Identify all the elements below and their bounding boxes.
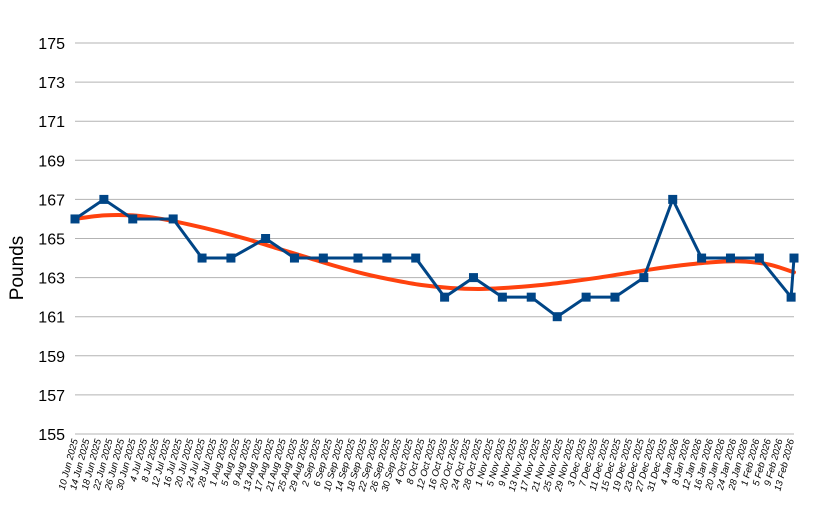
data-point-marker xyxy=(411,253,421,263)
data-point-marker xyxy=(440,292,450,302)
y-tick-label: 159 xyxy=(38,349,65,366)
data-point-marker xyxy=(552,312,562,322)
data-point-marker xyxy=(468,273,478,283)
y-tick-label: 161 xyxy=(38,310,65,327)
gridlines xyxy=(75,42,794,435)
data-point-marker xyxy=(526,292,536,302)
data-point-marker xyxy=(382,253,392,263)
data-point-marker xyxy=(497,292,507,302)
data-point-marker xyxy=(261,234,271,243)
data-point-marker xyxy=(581,292,591,302)
data-point-marker xyxy=(168,214,178,224)
y-tick-label: 175 xyxy=(38,36,65,53)
y-tick-label: 171 xyxy=(38,114,65,131)
y-tick-label: 173 xyxy=(38,75,65,92)
data-point-marker xyxy=(70,214,80,224)
series-group xyxy=(70,194,799,322)
data-point-marker xyxy=(318,253,328,263)
y-axis-label: Pounds xyxy=(7,236,28,300)
y-tick-label: 163 xyxy=(38,271,65,288)
data-point-marker xyxy=(789,253,799,263)
y-tick-label: 155 xyxy=(38,427,65,444)
y-tick-label: 165 xyxy=(38,232,65,249)
y-tick-label: 157 xyxy=(38,388,65,405)
data-point-marker xyxy=(226,253,236,263)
data-point-marker xyxy=(128,214,138,224)
data-point-marker xyxy=(353,253,363,263)
data-point-marker xyxy=(697,253,707,263)
weight-series-line xyxy=(74,195,796,319)
y-tick-label: 167 xyxy=(38,192,65,209)
data-point-marker xyxy=(725,253,735,263)
data-point-marker xyxy=(289,253,299,263)
data-point-marker xyxy=(668,194,678,204)
data-point-marker xyxy=(197,253,207,263)
data-point-marker xyxy=(610,292,620,302)
data-point-marker xyxy=(639,273,649,283)
data-point-marker xyxy=(99,194,109,204)
y-axis-ticks: 155 157 159 161 163 165 167 169 171 173 175 xyxy=(38,36,65,444)
data-point-marker xyxy=(754,253,764,263)
data-point-marker xyxy=(786,292,796,302)
y-tick-label: 169 xyxy=(38,153,65,170)
